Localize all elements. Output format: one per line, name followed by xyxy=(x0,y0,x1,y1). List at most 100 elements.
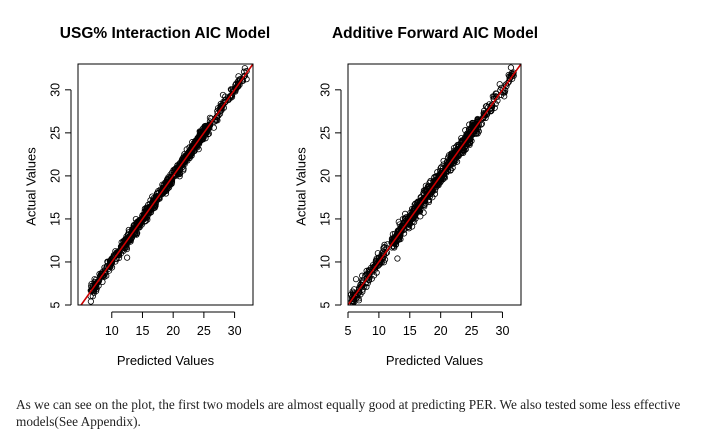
y-tick-label: 15 xyxy=(318,212,332,226)
data-point xyxy=(492,90,499,97)
data-point xyxy=(103,272,110,279)
data-point xyxy=(417,194,424,201)
data-point xyxy=(186,144,193,151)
data-point xyxy=(438,172,445,179)
data-point xyxy=(466,139,473,146)
data-point xyxy=(101,269,109,276)
data-point xyxy=(93,285,100,292)
data-point xyxy=(381,241,388,248)
x-tick-label: 15 xyxy=(403,324,417,338)
x-tick-label: 20 xyxy=(434,324,448,338)
y-tick-label: 5 xyxy=(318,301,332,308)
data-point xyxy=(474,122,481,129)
data-point xyxy=(394,255,401,262)
x-axis: 5 10 15 20 25 30 Predicted Values xyxy=(345,311,510,368)
scatter-figure: USG% Interaction AIC Model 10 15 20 25 30 Pred… xyxy=(23,25,538,368)
data-point xyxy=(450,144,458,152)
data-point xyxy=(359,272,366,279)
data-point xyxy=(412,200,419,207)
data-point xyxy=(108,259,115,266)
data-point xyxy=(420,197,427,204)
data-point xyxy=(111,253,119,260)
data-point xyxy=(241,72,249,79)
data-point xyxy=(352,276,360,283)
plot-frame xyxy=(77,63,254,306)
data-point xyxy=(437,179,444,186)
x-axis-label: Predicted Values xyxy=(386,353,484,368)
data-point xyxy=(391,244,398,251)
data-point xyxy=(443,165,450,173)
data-point xyxy=(180,165,187,172)
data-point xyxy=(395,218,402,225)
data-point xyxy=(151,204,158,211)
data-point xyxy=(227,92,234,100)
plot-frame xyxy=(347,63,522,306)
data-point xyxy=(138,218,145,225)
data-point xyxy=(488,101,496,108)
x-axis: 10 15 20 25 30 Predicted Values xyxy=(105,311,242,368)
data-point xyxy=(225,94,232,101)
data-point xyxy=(501,93,508,100)
data-point xyxy=(243,76,250,83)
y-tick-label: 20 xyxy=(48,169,62,183)
data-point xyxy=(457,144,464,151)
data-point xyxy=(504,80,511,87)
data-point xyxy=(458,137,466,145)
data-point xyxy=(507,64,515,71)
data-point xyxy=(454,148,461,155)
data-point xyxy=(384,241,391,248)
data-point xyxy=(370,265,377,272)
data-point xyxy=(107,260,115,267)
data-point xyxy=(481,110,488,118)
data-point xyxy=(443,164,450,172)
data-point xyxy=(241,65,248,72)
y-tick-label: 30 xyxy=(48,83,62,97)
y-tick-label: 25 xyxy=(48,126,62,140)
data-point xyxy=(449,156,456,163)
data-point xyxy=(366,270,373,278)
x-tick-label: 5 xyxy=(345,324,352,338)
y-axis-label: Actual Values xyxy=(293,147,308,226)
y-axis-label: Actual Values xyxy=(23,147,38,226)
data-point xyxy=(87,298,94,305)
data-point xyxy=(464,130,471,137)
x-tick-label: 25 xyxy=(465,324,479,338)
data-points xyxy=(87,65,250,305)
y-tick-label: 10 xyxy=(318,255,332,269)
data-point xyxy=(216,108,224,115)
data-point xyxy=(236,80,243,87)
x-tick-label: 15 xyxy=(136,324,150,338)
data-point xyxy=(365,273,373,281)
x-tick-label: 25 xyxy=(197,324,211,338)
data-point xyxy=(207,121,214,129)
x-tick-label: 30 xyxy=(496,324,510,338)
x-tick-label: 20 xyxy=(166,324,180,338)
data-point xyxy=(403,220,410,227)
y-tick-label: 5 xyxy=(48,301,62,308)
data-point xyxy=(141,218,149,225)
data-point xyxy=(362,272,369,279)
reference-line xyxy=(80,64,253,305)
data-point xyxy=(449,164,456,171)
chart-title: USG% Interaction AIC Model xyxy=(60,25,270,42)
data-point xyxy=(487,108,494,115)
data-point xyxy=(410,218,418,226)
data-point xyxy=(119,243,126,250)
data-point xyxy=(381,256,389,263)
chart-panel-2: Additive Forward AIC Model 5 10 15 20 25 30 Pre… xyxy=(293,25,538,368)
data-point xyxy=(404,217,411,224)
chart-panel-1: USG% Interaction AIC Model 10 15 20 25 30 Pred… xyxy=(23,25,270,368)
y-tick-label: 15 xyxy=(48,212,62,226)
data-point xyxy=(364,280,371,287)
x-tick-label: 10 xyxy=(372,324,386,338)
chart-title: Additive Forward AIC Model xyxy=(332,25,538,42)
data-point xyxy=(351,292,358,299)
data-point xyxy=(192,142,199,149)
y-tick-label: 10 xyxy=(48,255,62,269)
data-point xyxy=(206,114,214,121)
data-point xyxy=(197,128,205,135)
data-point xyxy=(219,91,227,99)
data-point xyxy=(424,183,432,190)
data-point xyxy=(167,176,174,183)
y-tick-label: 25 xyxy=(318,126,332,140)
